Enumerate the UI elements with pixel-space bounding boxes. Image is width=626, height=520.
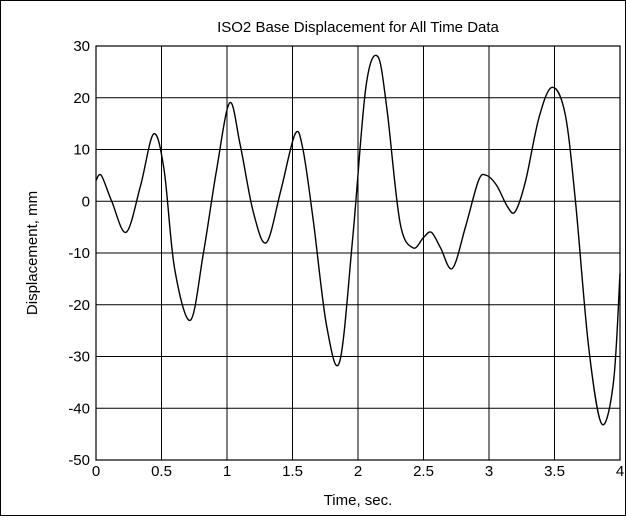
y-tick-label: -50 — [68, 452, 90, 469]
y-tick-label: -30 — [68, 349, 90, 366]
x-tick-label: 3.5 — [544, 463, 565, 480]
y-tick-label: -40 — [68, 400, 90, 417]
y-tick-label: 20 — [73, 90, 90, 107]
y-tick-label: 30 — [73, 38, 90, 55]
x-tick-label: 1 — [223, 463, 231, 480]
x-tick-label: 2 — [354, 463, 362, 480]
x-tick-label: 4 — [616, 463, 624, 480]
y-tick-label: 10 — [73, 142, 90, 159]
x-tick-label: 0.5 — [151, 463, 172, 480]
y-tick-label: -20 — [68, 297, 90, 314]
tick-labels: 0 0.5 1 1.5 2 2.5 3 3.5 4 30 20 10 0 -10 -20 -30 -40 -50 — [68, 38, 624, 480]
y-tick-label: 0 — [82, 193, 90, 210]
x-axis-label: Time, sec. — [324, 492, 393, 509]
y-axis-label: Displacement, mm — [24, 191, 41, 315]
plot-area — [95, 45, 621, 461]
chart-title: ISO2 Base Displacement for All Time Data — [217, 19, 499, 36]
x-tick-label: 3 — [485, 463, 493, 480]
displacement-series-line — [95, 54, 621, 426]
y-tick-label: -10 — [68, 245, 90, 262]
x-tick-label: 0 — [92, 463, 100, 480]
x-tick-label: 1.5 — [282, 463, 303, 480]
x-tick-label: 2.5 — [413, 463, 434, 480]
